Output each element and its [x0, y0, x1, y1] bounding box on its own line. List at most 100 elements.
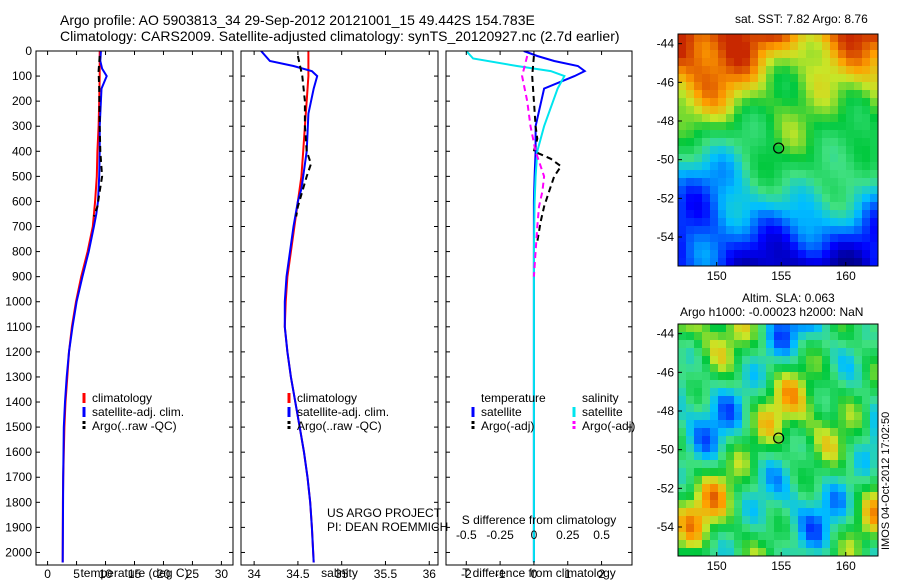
- sla-map-cell: [798, 436, 806, 444]
- sla-map-cell: [734, 428, 742, 436]
- sst-map-cell: [838, 130, 846, 138]
- sst-map-cell: [686, 218, 694, 226]
- sla-map-cell: [710, 428, 718, 436]
- sla-map-cell: [702, 420, 710, 428]
- sla-map-cell: [846, 420, 854, 428]
- sst-map-cell: [750, 250, 758, 258]
- sla-map-cell: [846, 380, 854, 388]
- sla-map-cell: [758, 484, 766, 492]
- sst-map-cell: [726, 250, 734, 258]
- sla-map-cell: [822, 468, 830, 476]
- sst-map-cell: [782, 154, 790, 162]
- sst-map-cell: [846, 226, 854, 234]
- sst-map-cell: [710, 74, 718, 82]
- sla-map-cell: [686, 516, 694, 524]
- sst-map-cell: [822, 114, 830, 122]
- sst-map-cell: [718, 82, 726, 90]
- sla-map-cell: [814, 372, 822, 380]
- sst-map-cell: [678, 258, 686, 266]
- differences-xtick-label: -1: [495, 567, 506, 580]
- sst-map-cell: [710, 234, 718, 242]
- sla-map-cell: [766, 340, 774, 348]
- sst-map-cell: [750, 210, 758, 218]
- sst-map-cell: [726, 210, 734, 218]
- differences-series-line-3: [521, 55, 546, 277]
- sst-map-cell: [814, 202, 822, 210]
- sla-map-cell: [734, 476, 742, 484]
- sla-map-cell: [838, 332, 846, 340]
- sla-map-cell: [694, 372, 702, 380]
- sla-map-cell: [750, 476, 758, 484]
- sla-map-cell: [750, 524, 758, 532]
- sla-map-cell: [862, 380, 870, 388]
- sst-map-cell: [766, 210, 774, 218]
- sla-map-cell: [678, 404, 686, 412]
- sla-map-cell: [838, 484, 846, 492]
- sst-map-cell: [822, 170, 830, 178]
- sla-map-cell: [846, 476, 854, 484]
- sla-map-cell: [830, 452, 838, 460]
- sla-map-cell: [798, 540, 806, 548]
- sst-map-cell: [766, 178, 774, 186]
- sst-map-cell: [710, 66, 718, 74]
- sla-map-cell: [862, 348, 870, 356]
- sla-map-cell: [822, 452, 830, 460]
- sla-map-cell: [806, 500, 814, 508]
- sla-map-cell: [782, 428, 790, 436]
- sla-map-cell: [742, 452, 750, 460]
- sst-map-cell: [854, 58, 862, 66]
- sst-map-cell: [678, 146, 686, 154]
- sla-map-cell: [814, 364, 822, 372]
- sla-map-cell: [734, 388, 742, 396]
- sla-map-cell: [750, 444, 758, 452]
- sst-map-cell: [846, 50, 854, 58]
- sla-map-cell: [694, 460, 702, 468]
- sst-map-cell: [742, 146, 750, 154]
- sla-map-cell: [718, 540, 726, 548]
- sla-map-cell: [750, 548, 758, 556]
- sla-map-cell: [830, 508, 838, 516]
- sst-map-cell: [870, 210, 878, 218]
- sla-map-cell: [694, 420, 702, 428]
- sla-map-cell: [798, 356, 806, 364]
- sla-map-cell: [790, 508, 798, 516]
- sla-map-cell: [734, 532, 742, 540]
- sst-map-cell: [702, 138, 710, 146]
- sst-map-cell: [798, 82, 806, 90]
- sla-map-cell: [694, 340, 702, 348]
- sst-map-cell: [830, 114, 838, 122]
- sst-map-cell: [854, 50, 862, 58]
- sst-map-cell: [830, 138, 838, 146]
- sst-map-cell: [782, 186, 790, 194]
- sla-map-cell: [742, 444, 750, 452]
- sla-map-cell: [822, 348, 830, 356]
- sst-map-cell: [862, 186, 870, 194]
- sst-map-cell: [750, 106, 758, 114]
- sla-map-cell: [766, 396, 774, 404]
- sst-map-cell: [838, 194, 846, 202]
- sst-map-cell: [782, 98, 790, 106]
- sst-map-cell: [846, 90, 854, 98]
- sst-map-cell: [814, 178, 822, 186]
- sst-map-cell: [710, 250, 718, 258]
- sst-map-cell: [774, 130, 782, 138]
- sst-map-cell: [710, 226, 718, 234]
- sst-map-cell: [838, 98, 846, 106]
- sla-map-cell: [726, 548, 734, 556]
- sst-map-cell: [774, 146, 782, 154]
- sla-map-cell: [862, 332, 870, 340]
- sst-map-cell: [814, 90, 822, 98]
- sst-map-cell: [694, 98, 702, 106]
- sla-map-cell: [862, 508, 870, 516]
- sst-map-cell: [782, 218, 790, 226]
- sla-map-cell: [862, 412, 870, 420]
- differences-xlabel: T difference from climatology: [462, 566, 616, 580]
- sst-map-cell: [734, 58, 742, 66]
- sla-map-cell: [710, 396, 718, 404]
- sst-map-cell: [838, 34, 846, 42]
- sst-map-cell: [710, 210, 718, 218]
- depth-tick-label: 1600: [5, 445, 32, 459]
- sst-map-cell: [838, 250, 846, 258]
